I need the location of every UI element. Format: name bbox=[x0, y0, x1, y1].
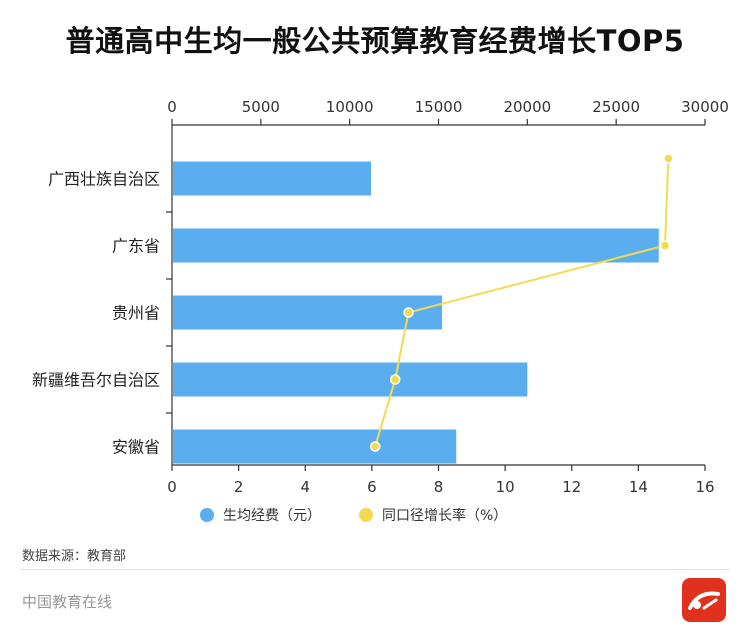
bottom-axis-tick-label: 2 bbox=[234, 478, 244, 496]
bottom-axis-tick-label: 0 bbox=[167, 478, 177, 496]
legend: 生均经费（元） 同口径增长率（%） bbox=[200, 504, 545, 526]
legend-item-bar: 生均经费（元） bbox=[200, 505, 321, 525]
top-axis-tick-label: 25000 bbox=[592, 98, 640, 116]
category-label: 新疆维吾尔自治区 bbox=[32, 371, 160, 390]
legend-label-bar: 生均经费（元） bbox=[223, 508, 321, 524]
top-axis-tick-label: 10000 bbox=[326, 98, 374, 116]
bottom-axis-tick-label: 4 bbox=[300, 478, 310, 496]
legend-label-line: 同口径增长率（%） bbox=[382, 508, 508, 524]
category-label: 广西壮族自治区 bbox=[48, 170, 160, 189]
bottom-axis-tick-label: 10 bbox=[496, 478, 515, 496]
category-label: 广东省 bbox=[112, 237, 160, 256]
footer-divider bbox=[20, 569, 730, 570]
growth-rate-point bbox=[663, 153, 674, 164]
top-axis-tick-label: 20000 bbox=[503, 98, 551, 116]
bottom-axis-tick-label: 12 bbox=[562, 478, 581, 496]
brand-logo-icon bbox=[682, 578, 726, 622]
bottom-axis-tick-label: 6 bbox=[367, 478, 377, 496]
top-axis-tick-label: 0 bbox=[167, 98, 177, 116]
chart-canvas: 0 5000 10000 15000 20000 25000 30000 0 2 4 6 8 10 12 1… bbox=[32, 98, 729, 496]
growth-rate-point bbox=[389, 374, 401, 385]
legend-dot-bar bbox=[200, 508, 214, 522]
footer-brand: 中国教育在线 bbox=[22, 593, 113, 611]
top-axis-tick-label: 30000 bbox=[681, 98, 729, 116]
bar bbox=[173, 228, 659, 263]
bar bbox=[173, 362, 528, 397]
category-label: 安徽省 bbox=[112, 438, 160, 457]
chart-title: 普通高中生均一般公共预算教育经费增长TOP5 bbox=[65, 24, 685, 58]
top-axis-tick-label: 5000 bbox=[242, 98, 280, 116]
bottom-axis-tick-label: 8 bbox=[434, 478, 444, 496]
growth-rate-point bbox=[369, 441, 381, 452]
bar bbox=[173, 429, 457, 464]
bottom-axis-tick-label: 14 bbox=[629, 478, 648, 496]
growth-rate-point bbox=[659, 240, 671, 251]
bar bbox=[173, 295, 443, 330]
bottom-axis-tick-label: 16 bbox=[695, 478, 714, 496]
bar bbox=[173, 161, 371, 196]
legend-dot-line bbox=[359, 508, 373, 522]
data-source: 数据来源：教育部 bbox=[22, 549, 127, 564]
legend-item-line: 同口径增长率（%） bbox=[359, 505, 507, 525]
category-label: 贵州省 bbox=[112, 304, 160, 323]
growth-rate-point bbox=[403, 307, 414, 318]
top-axis-tick-label: 15000 bbox=[415, 98, 463, 116]
